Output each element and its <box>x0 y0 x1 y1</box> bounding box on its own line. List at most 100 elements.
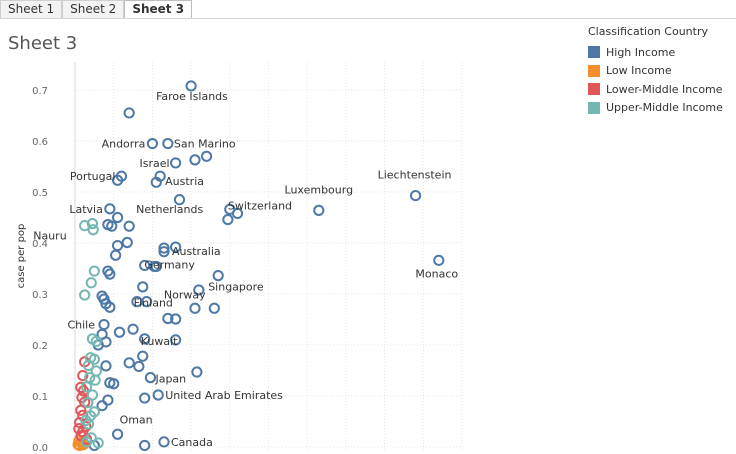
data-point <box>86 218 99 230</box>
data-point <box>152 389 164 401</box>
data-point <box>82 397 94 409</box>
point-label: Germany <box>144 258 195 271</box>
data-point <box>80 421 92 433</box>
data-point <box>150 176 162 188</box>
point-label: Liechtenstein <box>378 169 452 182</box>
legend-item-high-income[interactable]: High Income <box>588 43 723 62</box>
data-point <box>89 374 101 386</box>
sheet-title: Sheet 3 <box>8 33 78 54</box>
data-point <box>82 418 95 430</box>
tab-sheet-2[interactable]: Sheet 2 <box>62 0 125 18</box>
y-tick-label: 0.4 <box>32 239 48 250</box>
tab-sheet-3[interactable]: Sheet 3 <box>124 0 193 18</box>
data-point <box>200 150 213 162</box>
tab-sheet-1[interactable]: Sheet 1 <box>0 0 63 18</box>
data-point <box>170 313 182 325</box>
data-point <box>137 350 149 362</box>
data-point <box>162 137 174 150</box>
data-point <box>231 207 244 220</box>
data-point <box>111 211 124 224</box>
point-label: Nauru <box>33 230 66 243</box>
data-point <box>123 357 135 369</box>
legend-label: Low Income <box>606 64 672 78</box>
point-label: Netherlands <box>136 203 203 216</box>
data-point <box>102 219 114 231</box>
legend-item-upper-middle-income[interactable]: Upper-Middle Income <box>588 99 723 118</box>
data-point <box>127 323 139 335</box>
data-point <box>137 281 149 293</box>
data-point <box>82 359 95 371</box>
data-point <box>173 194 186 206</box>
data-point <box>133 360 145 373</box>
data-point <box>193 284 205 296</box>
point-label: Oman <box>120 413 153 426</box>
data-point <box>191 366 203 378</box>
data-point <box>158 242 170 254</box>
y-tick-label: 0.3 <box>32 290 48 301</box>
data-point <box>87 224 99 236</box>
data-point <box>111 428 124 440</box>
sheet-tabs: Sheet 1 Sheet 2 Sheet 3 <box>0 0 193 18</box>
data-point <box>139 333 151 345</box>
data-point <box>77 370 89 382</box>
legend-swatch-upper-middle-income <box>588 101 600 114</box>
point-label: Israel <box>140 157 170 170</box>
data-point <box>212 270 224 282</box>
point-label: Finland <box>134 297 173 310</box>
data-point <box>185 80 197 92</box>
point-label: Switzerland <box>228 200 292 213</box>
data-point <box>146 137 158 150</box>
point-label: San Marino <box>174 138 236 151</box>
data-point <box>102 394 114 406</box>
data-point <box>75 404 87 416</box>
data-point <box>189 302 201 314</box>
data-point <box>409 189 422 202</box>
point-label: Norway <box>164 288 206 301</box>
data-point <box>139 392 151 404</box>
y-tick-label: 0.7 <box>32 86 48 97</box>
data-point <box>121 236 133 249</box>
data-point <box>92 437 104 449</box>
y-tick-label: 0.6 <box>32 137 48 148</box>
data-point <box>81 436 93 448</box>
point-label: Latvia <box>69 203 103 216</box>
point-label: Kuwait <box>141 335 178 348</box>
data-point <box>189 154 201 166</box>
legend-swatch-high-income <box>588 46 600 59</box>
data-point <box>90 335 102 348</box>
point-label: Canada <box>171 436 213 449</box>
data-point <box>139 439 151 452</box>
legend-label: High Income <box>606 45 676 59</box>
data-point <box>96 400 108 412</box>
legend-label: Lower-Middle Income <box>606 82 723 96</box>
data-point <box>104 268 116 280</box>
y-tick-label: 0.5 <box>32 188 48 199</box>
data-point <box>108 378 120 390</box>
data-point <box>123 107 135 119</box>
point-label: Austria <box>165 175 204 188</box>
data-point <box>104 203 116 215</box>
legend-item-low-income[interactable]: Low Income <box>588 62 723 81</box>
y-tick-label: 0.0 <box>32 443 48 454</box>
y-axis-label: case per pop <box>16 224 27 289</box>
point-label: Japan <box>154 373 186 386</box>
data-point <box>162 312 174 325</box>
data-point <box>158 246 170 258</box>
data-point <box>140 296 153 308</box>
data-point <box>98 319 110 331</box>
y-tick-label: 0.1 <box>32 392 48 403</box>
data-point <box>208 302 220 314</box>
legend-label: Upper-Middle Income <box>606 101 723 115</box>
point-label: Luxembourg <box>285 183 354 196</box>
data-point <box>88 265 100 277</box>
data-point <box>170 157 182 169</box>
legend-swatch-lower-middle-income <box>588 83 600 96</box>
point-label: Portugal <box>70 170 116 183</box>
legend-item-lower-middle-income[interactable]: Lower-Middle Income <box>588 80 723 99</box>
point-label: United Arab Emirates <box>165 389 283 402</box>
legend: Classification Country High Income Low I… <box>588 25 723 117</box>
point-label: Australia <box>172 245 221 258</box>
data-point <box>313 204 325 216</box>
data-point <box>222 213 234 226</box>
